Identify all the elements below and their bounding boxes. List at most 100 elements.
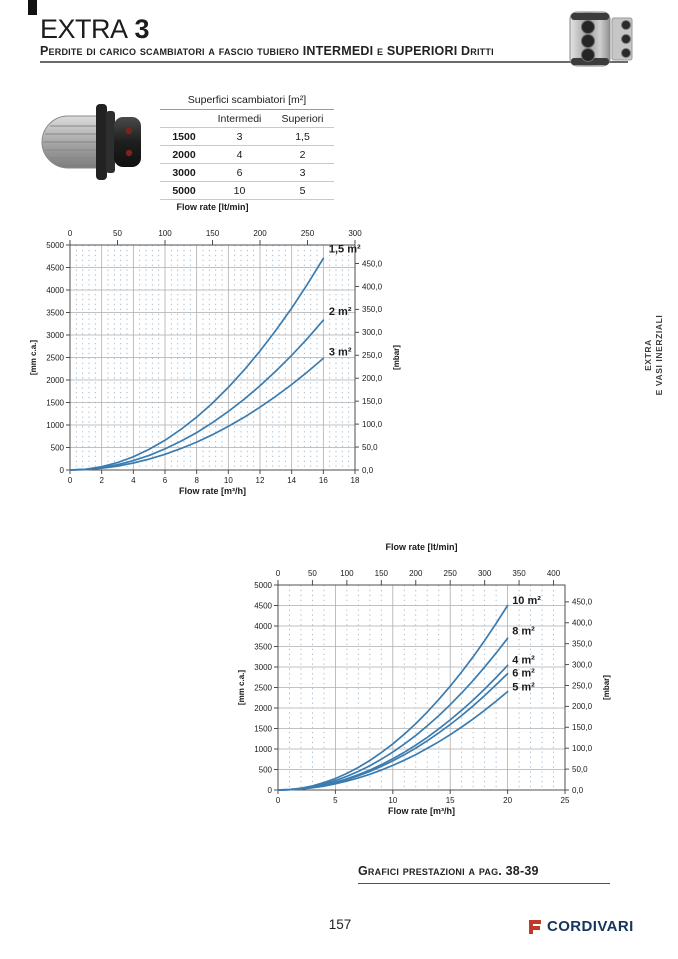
pressure-drop-chart-superiori: 0 50 100 150 200 250 3000 2 4 6 8 10 12 14 16 180500100…	[29, 202, 401, 496]
right-axis-title: [mbar]	[602, 675, 611, 700]
right-tick-label: 150,0	[362, 397, 383, 406]
right-tick-label: 400,0	[572, 619, 593, 628]
table-row-model: 2000	[160, 146, 208, 164]
bottom-tick-label: 16	[319, 476, 328, 485]
top-tick-label: 0	[68, 229, 73, 238]
top-tick-label: 300	[348, 229, 362, 238]
top-tick-label: 150	[375, 569, 389, 578]
bottom-tick-label: 14	[287, 476, 296, 485]
right-tick-label: 50,0	[362, 443, 378, 452]
surfaces-table-title: Superfici scambiatori [m²]	[160, 94, 334, 110]
left-tick-label: 4500	[254, 601, 272, 610]
right-tick-label: 100,0	[362, 420, 383, 429]
left-axis-title: [mm c.a.]	[237, 670, 246, 705]
right-tick-label: 200,0	[362, 374, 383, 383]
left-tick-label: 0	[268, 786, 273, 795]
right-tick-label: 350,0	[572, 639, 593, 648]
left-tick-label: 500	[259, 765, 273, 774]
curve-1-5-m-	[69, 257, 325, 471]
page-title: EXTRA 3	[40, 14, 150, 45]
surfaces-col-blank	[160, 110, 208, 128]
left-tick-label: 2000	[46, 376, 64, 385]
left-tick-label: 1000	[254, 745, 272, 754]
page-title-number: 3	[134, 14, 150, 44]
right-tick-label: 50,0	[572, 765, 588, 774]
top-tick-label: 250	[444, 569, 458, 578]
series-label: 4 m²	[512, 655, 535, 667]
top-tick-label: 150	[206, 229, 220, 238]
right-tick-label: 450,0	[572, 598, 593, 607]
left-tick-label: 3500	[46, 308, 64, 317]
series-label: 5 m²	[512, 681, 535, 693]
bottom-tick-label: 12	[256, 476, 265, 485]
left-tick-label: 1500	[46, 398, 64, 407]
page-number: 157	[328, 917, 352, 932]
table-cell: 10	[208, 182, 271, 200]
performance-note: Grafici prestazioni a pag. 38-39	[358, 864, 610, 884]
table-cell: 5	[271, 182, 334, 200]
left-tick-label: 2000	[254, 704, 272, 713]
buffer-tank-product-image	[569, 11, 633, 67]
pressure-drop-chart-intermedi: 0 50 100 150 200 250 300 350 4000 5 10 15 20 25050010…	[237, 542, 611, 816]
right-tick-label: 300,0	[362, 328, 383, 337]
brand-logo: CORDIVARI	[528, 918, 634, 935]
left-tick-label: 0	[60, 466, 65, 475]
surfaces-col-superiori: Superiori	[271, 110, 334, 128]
bottom-tick-label: 2	[99, 476, 104, 485]
bottom-axis-title: Flow rate [m³/h]	[179, 486, 246, 496]
bottom-tick-label: 20	[503, 796, 512, 805]
table-row-model: 5000	[160, 182, 208, 200]
right-tick-label: 200,0	[572, 702, 593, 711]
bottom-tick-label: 10	[388, 796, 397, 805]
cordivari-logo-icon	[529, 919, 541, 934]
right-tick-label: 300,0	[572, 660, 593, 669]
series-label: 1,5 m²	[329, 244, 361, 256]
series-label: 6 m²	[512, 667, 535, 679]
series-label: 3 m²	[329, 346, 352, 358]
table-row-model: 3000	[160, 164, 208, 182]
surfaces-col-intermedi: Intermedi	[208, 110, 271, 128]
bottom-tick-label: 0	[68, 476, 73, 485]
left-tick-label: 2500	[254, 683, 272, 692]
left-tick-label: 3500	[254, 642, 272, 651]
top-tick-label: 50	[308, 569, 317, 578]
side-tab-line1: EXTRA	[643, 339, 653, 371]
series-label: 2 m²	[329, 306, 352, 318]
top-tick-label: 250	[301, 229, 315, 238]
page-title-word: EXTRA	[40, 14, 128, 44]
side-tab-line2: E VASI INERZIALI	[654, 314, 664, 396]
top-axis-title: Flow rate [lt/min]	[177, 202, 249, 212]
bottom-tick-label: 15	[446, 796, 455, 805]
top-tick-label: 300	[478, 569, 492, 578]
table-cell: 2	[271, 146, 334, 164]
right-tick-label: 100,0	[572, 744, 593, 753]
bottom-tick-label: 25	[561, 796, 570, 805]
page-subtitle: Perdite di carico scambiatori a fascio t…	[40, 44, 494, 58]
curve-5-m-	[277, 690, 509, 791]
right-tick-label: 350,0	[362, 305, 383, 314]
table-row-model: 1500	[160, 128, 208, 146]
bottom-axis-title: Flow rate [m³/h]	[388, 806, 455, 816]
top-tick-label: 50	[113, 229, 122, 238]
surfaces-table: Superfici scambiatori [m²] Intermedi Sup…	[160, 94, 334, 200]
bottom-tick-label: 10	[224, 476, 233, 485]
left-tick-label: 3000	[46, 331, 64, 340]
top-tick-label: 100	[158, 229, 172, 238]
bottom-tick-label: 18	[351, 476, 360, 485]
bottom-tick-label: 5	[333, 796, 338, 805]
table-cell: 1,5	[271, 128, 334, 146]
bottom-tick-label: 0	[276, 796, 281, 805]
table-cell: 3	[208, 128, 271, 146]
right-tick-label: 0,0	[362, 466, 374, 475]
left-tick-label: 1000	[46, 421, 64, 430]
curve-2-m-	[69, 319, 325, 471]
top-tick-label: 200	[409, 569, 423, 578]
header-divider	[40, 61, 628, 63]
bottom-tick-label: 4	[131, 476, 136, 485]
top-tick-label: 100	[340, 569, 354, 578]
top-tick-label: 350	[512, 569, 526, 578]
print-registration-mark	[28, 0, 37, 15]
bottom-tick-label: 8	[194, 476, 199, 485]
left-axis-title: [mm c.a.]	[29, 340, 38, 375]
